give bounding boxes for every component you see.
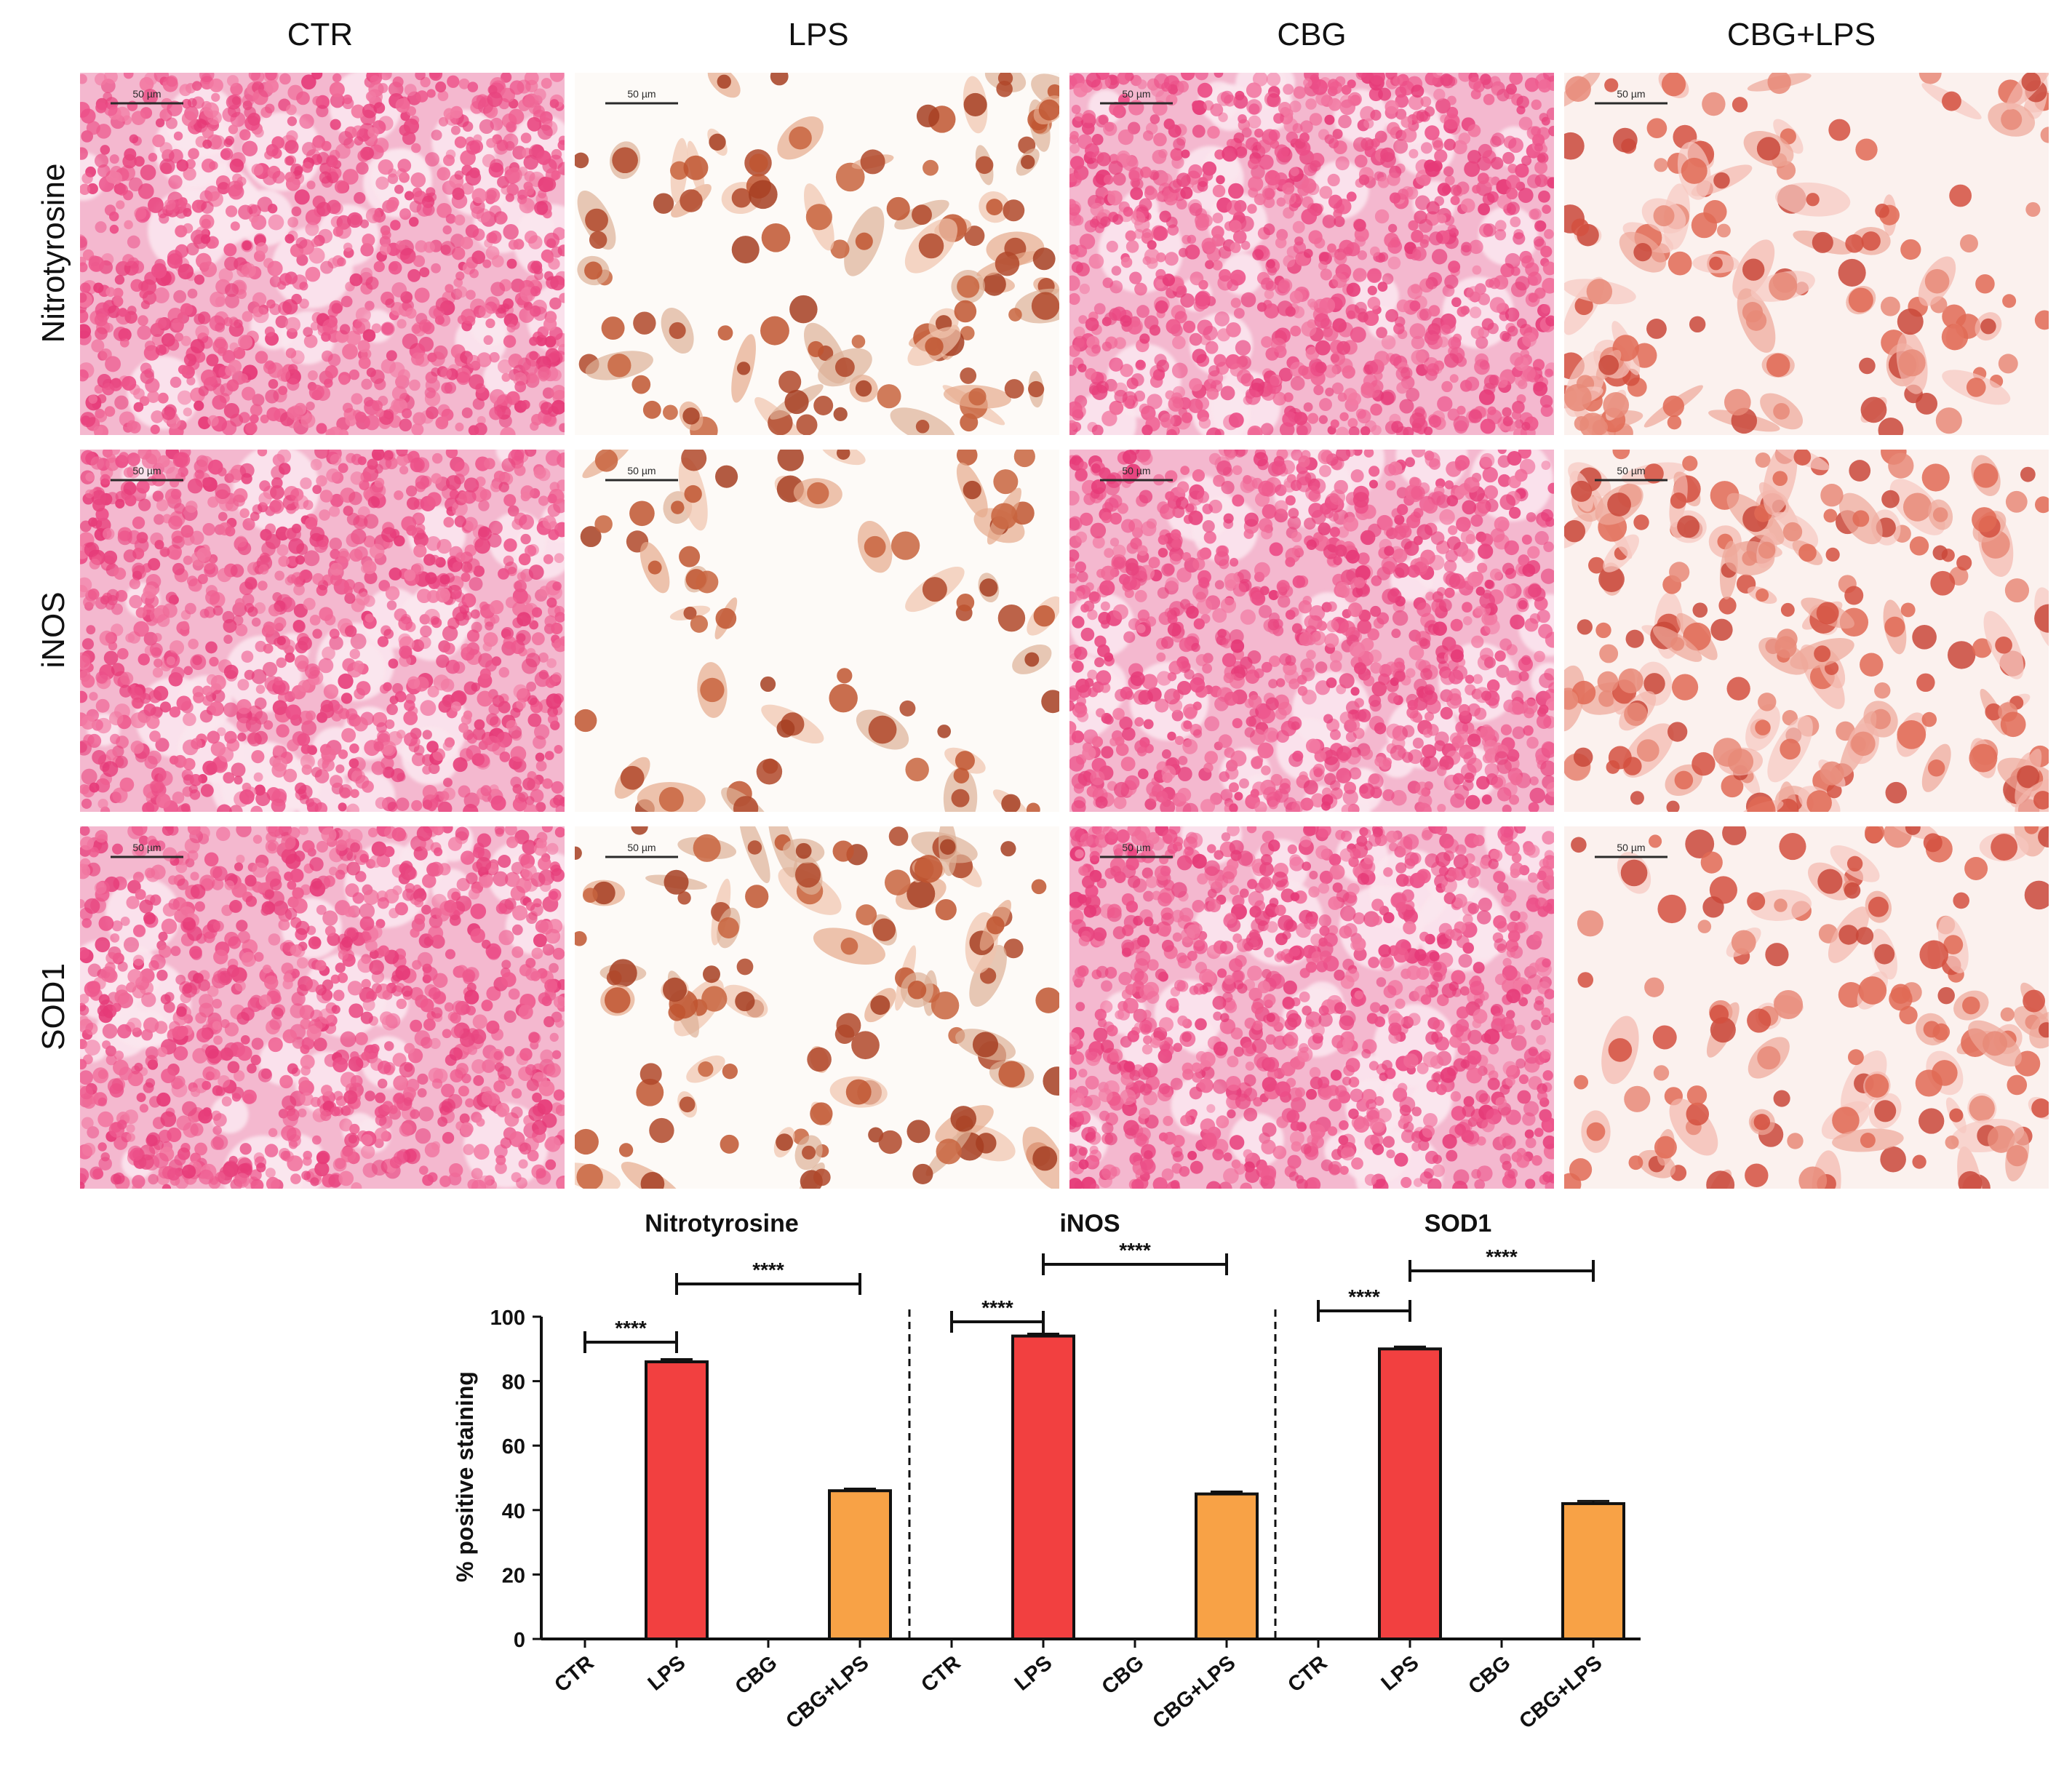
micrograph-nitrotyrosine-lps: 50 µm [575, 73, 1059, 435]
bar-nitrotyrosine-lps [645, 1360, 709, 1641]
micrograph-sod1-cbg: 50 µm [1069, 826, 1554, 1189]
significance-bracket: **** [583, 1317, 678, 1353]
x-tick-label: CTR [1283, 1651, 1331, 1697]
x-tick-label: CBG+LPS [781, 1651, 873, 1734]
micrograph-nitrotyrosine-cbg: 50 µm [1069, 73, 1554, 435]
significance-label: **** [981, 1296, 1013, 1319]
scale-bar-label: 50 µm [1122, 88, 1150, 100]
y-tick-label: 100 [490, 1307, 525, 1330]
significance-bracket: **** [1317, 1285, 1411, 1322]
group-title-inos: iNOS [1059, 1210, 1120, 1237]
scale-bar-label: 50 µm [627, 465, 656, 476]
significance-bracket: **** [1042, 1239, 1228, 1275]
scale-bar-label: 50 µm [1122, 842, 1150, 853]
scale-bar-label: 50 µm [132, 842, 161, 853]
significance-label: **** [1486, 1245, 1518, 1268]
bar-sod1-cbg-lps [1561, 1501, 1625, 1640]
y-tick-label: 60 [502, 1435, 525, 1459]
significance-bracket: **** [950, 1296, 1045, 1333]
scale-bar-label: 50 µm [1617, 842, 1645, 853]
x-tick-label: LPS [1377, 1651, 1424, 1696]
x-tick-label: CBG [731, 1651, 782, 1699]
micrograph-inos-lps: 50 µm [575, 450, 1059, 812]
x-tick-label: CBG+LPS [1148, 1651, 1240, 1734]
x-tick-label: LPS [1011, 1651, 1057, 1696]
y-tick-label: 0 [514, 1629, 525, 1652]
column-header-cbg-lps: CBG+LPS [1727, 17, 1876, 52]
x-tick-label: CTR [550, 1651, 598, 1697]
scale-bar-label: 50 µm [627, 88, 656, 100]
y-tick-label: 40 [502, 1500, 525, 1523]
significance-label: **** [1348, 1285, 1380, 1308]
row-header-inos: iNOS [36, 591, 71, 668]
micrograph-inos-cbg: 50 µm [1069, 450, 1554, 812]
scale-bar-label: 50 µm [132, 88, 161, 100]
x-tick-label: CBG [1098, 1651, 1149, 1699]
bar-sod1-lps [1378, 1347, 1442, 1641]
x-tick-label: LPS [644, 1651, 690, 1696]
scale-bar-label: 50 µm [1617, 88, 1645, 100]
group-title-sod1: SOD1 [1424, 1210, 1492, 1237]
micrograph-sod1-cbg-lps: 50 µm [1564, 826, 2049, 1189]
x-tick-label: CBG+LPS [1515, 1651, 1606, 1734]
bar-inos-lps [1011, 1334, 1075, 1640]
x-tick-label: CBG [1465, 1651, 1515, 1699]
significance-label: **** [615, 1317, 647, 1339]
micrograph-inos-ctr: 50 µm [80, 450, 565, 812]
row-header-nitrotyrosine: Nitrotyrosine [36, 164, 71, 343]
scale-bar-label: 50 µm [1617, 465, 1645, 476]
micrograph-sod1-lps: 50 µm [575, 826, 1059, 1189]
micrograph-sod1-ctr: 50 µm [80, 826, 565, 1189]
column-header-cbg: CBG [1277, 17, 1346, 52]
y-axis-label: % positive staining [452, 1371, 478, 1582]
micrograph-nitrotyrosine-cbg-lps: 50 µm [1564, 73, 2049, 435]
significance-label: **** [752, 1259, 784, 1281]
scale-bar-label: 50 µm [627, 842, 656, 853]
bar-inos-cbg-lps [1195, 1492, 1259, 1640]
bar-nitrotyrosine-cbg-lps [828, 1489, 892, 1640]
scale-bar-label: 50 µm [1122, 465, 1150, 476]
group-title-nitrotyrosine: Nitrotyrosine [645, 1210, 799, 1237]
y-tick-label: 80 [502, 1371, 525, 1395]
micrograph-inos-cbg-lps: 50 µm [1564, 450, 2049, 812]
column-header-ctr: CTR [287, 17, 353, 52]
y-tick-label: 20 [502, 1564, 525, 1587]
x-tick-label: CTR [917, 1651, 965, 1697]
significance-label: **** [1119, 1239, 1151, 1261]
micrograph-nitrotyrosine-ctr: 50 µm [80, 73, 565, 435]
significance-bracket: **** [675, 1259, 861, 1295]
significance-bracket: **** [1408, 1245, 1595, 1282]
row-header-sod1: SOD1 [36, 963, 71, 1050]
column-header-lps: LPS [788, 17, 848, 52]
scale-bar-label: 50 µm [132, 465, 161, 476]
